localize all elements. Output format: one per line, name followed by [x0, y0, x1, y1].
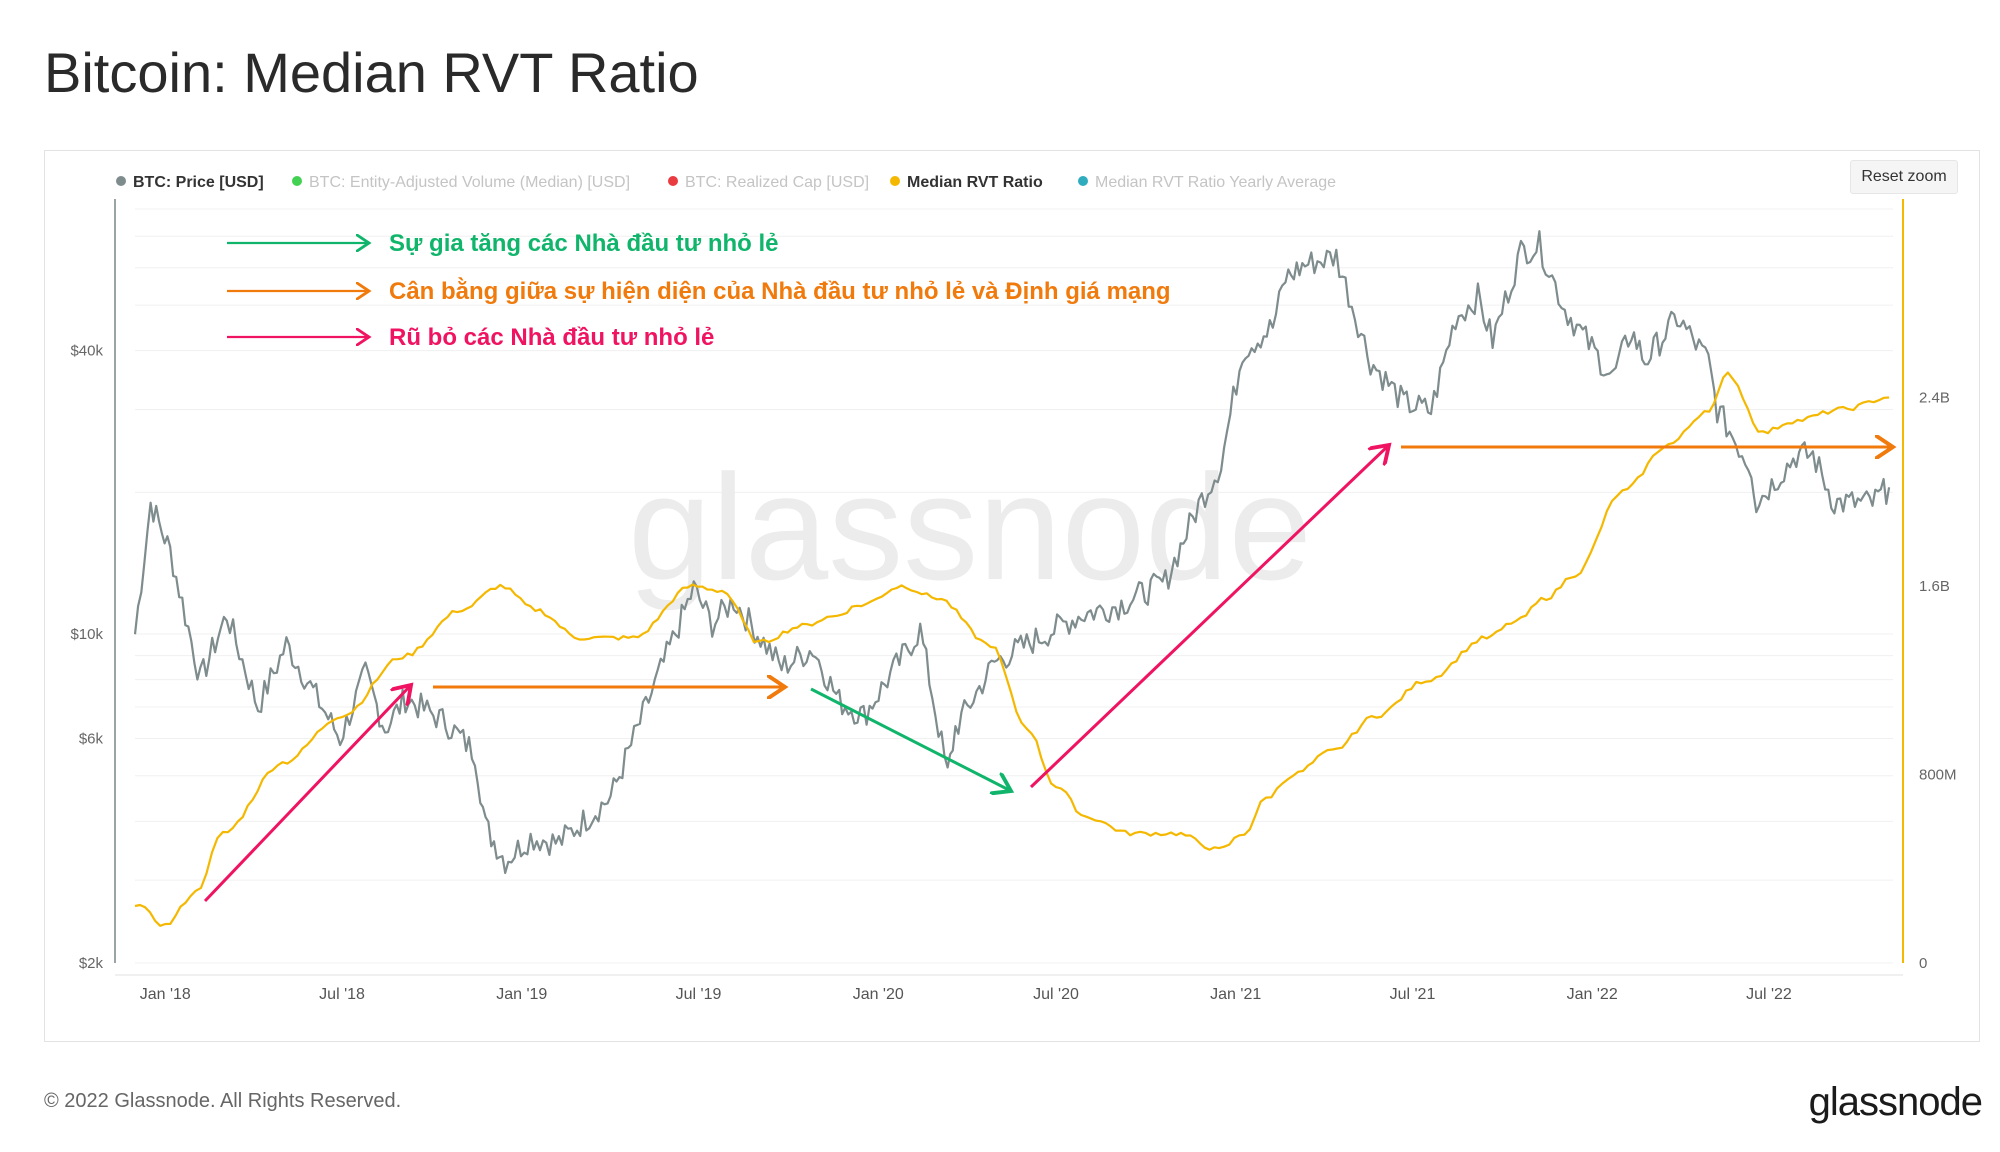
- x-tick-label: Jan '19: [496, 986, 547, 1003]
- y-left-tick-label: $2k: [79, 955, 104, 972]
- x-tick-label: Jul '22: [1746, 986, 1792, 1003]
- y-right-tick-label: 800M: [1919, 767, 1957, 784]
- y-left-tick-label: $40k: [70, 343, 103, 360]
- trend-arrow: [810, 687, 1011, 791]
- annotation-key-label: Sự gia tăng các Nhà đầu tư nhỏ lẻ: [389, 230, 778, 257]
- median-rvt-ratio-line: [134, 371, 1890, 927]
- y-right-tick-label: 0: [1919, 955, 1927, 972]
- annotation-key-label: Cân bằng giữa sự hiện diện của Nhà đầu t…: [389, 277, 1171, 305]
- copyright-footer: © 2022 Glassnode. All Rights Reserved.: [44, 1090, 402, 1112]
- legend-dot: [1078, 176, 1088, 186]
- x-tick-label: Jan '21: [1210, 986, 1261, 1003]
- trend-arrow: [1029, 445, 1389, 789]
- legend-dot: [116, 176, 126, 186]
- chart-panel: BTC: Price [USD] BTC: Entity-Adjusted Vol…: [44, 150, 1980, 1042]
- x-tick-label: Jan '20: [853, 986, 904, 1003]
- watermark-text: glassnode: [628, 443, 1312, 611]
- legend-label: BTC: Realized Cap [USD]: [685, 174, 869, 191]
- chart-svg[interactable]: BTC: Price [USD] BTC: Entity-Adjusted Vol…: [45, 151, 1979, 1041]
- x-tick-label: Jul '18: [319, 986, 365, 1003]
- x-tick-label: Jan '22: [1567, 986, 1618, 1003]
- page-title: Bitcoin: Median RVT Ratio: [44, 41, 699, 104]
- y-right-tick-label: 1.6B: [1919, 578, 1950, 595]
- annotation-key-label: Rũ bỏ các Nhà đầu tư nhỏ lẻ: [389, 324, 714, 351]
- x-tick-label: Jan '18: [140, 986, 191, 1003]
- y-right-tick-label: 2.4B: [1919, 390, 1950, 407]
- legend-dot: [292, 176, 302, 186]
- legend-dot: [668, 176, 678, 186]
- reset-zoom-button[interactable]: Reset zoom: [1850, 160, 1958, 194]
- x-tick-label: Jul '19: [676, 986, 722, 1003]
- legend-label: BTC: Price [USD]: [133, 174, 264, 191]
- legend-label: Median RVT Ratio: [907, 174, 1043, 191]
- legend-label: Median RVT Ratio Yearly Average: [1095, 174, 1336, 191]
- glassnode-logo: glassnode: [1808, 1080, 1983, 1124]
- btc-price-line: [133, 230, 1891, 875]
- x-tick-label: Jul '21: [1390, 986, 1436, 1003]
- x-tick-label: Jul '20: [1033, 986, 1079, 1003]
- trend-arrow: [203, 685, 411, 903]
- y-left-tick-label: $6k: [79, 730, 104, 747]
- y-left-tick-label: $10k: [70, 626, 103, 643]
- legend-label: BTC: Entity-Adjusted Volume (Median) [US…: [309, 174, 630, 191]
- legend-dot: [890, 176, 900, 186]
